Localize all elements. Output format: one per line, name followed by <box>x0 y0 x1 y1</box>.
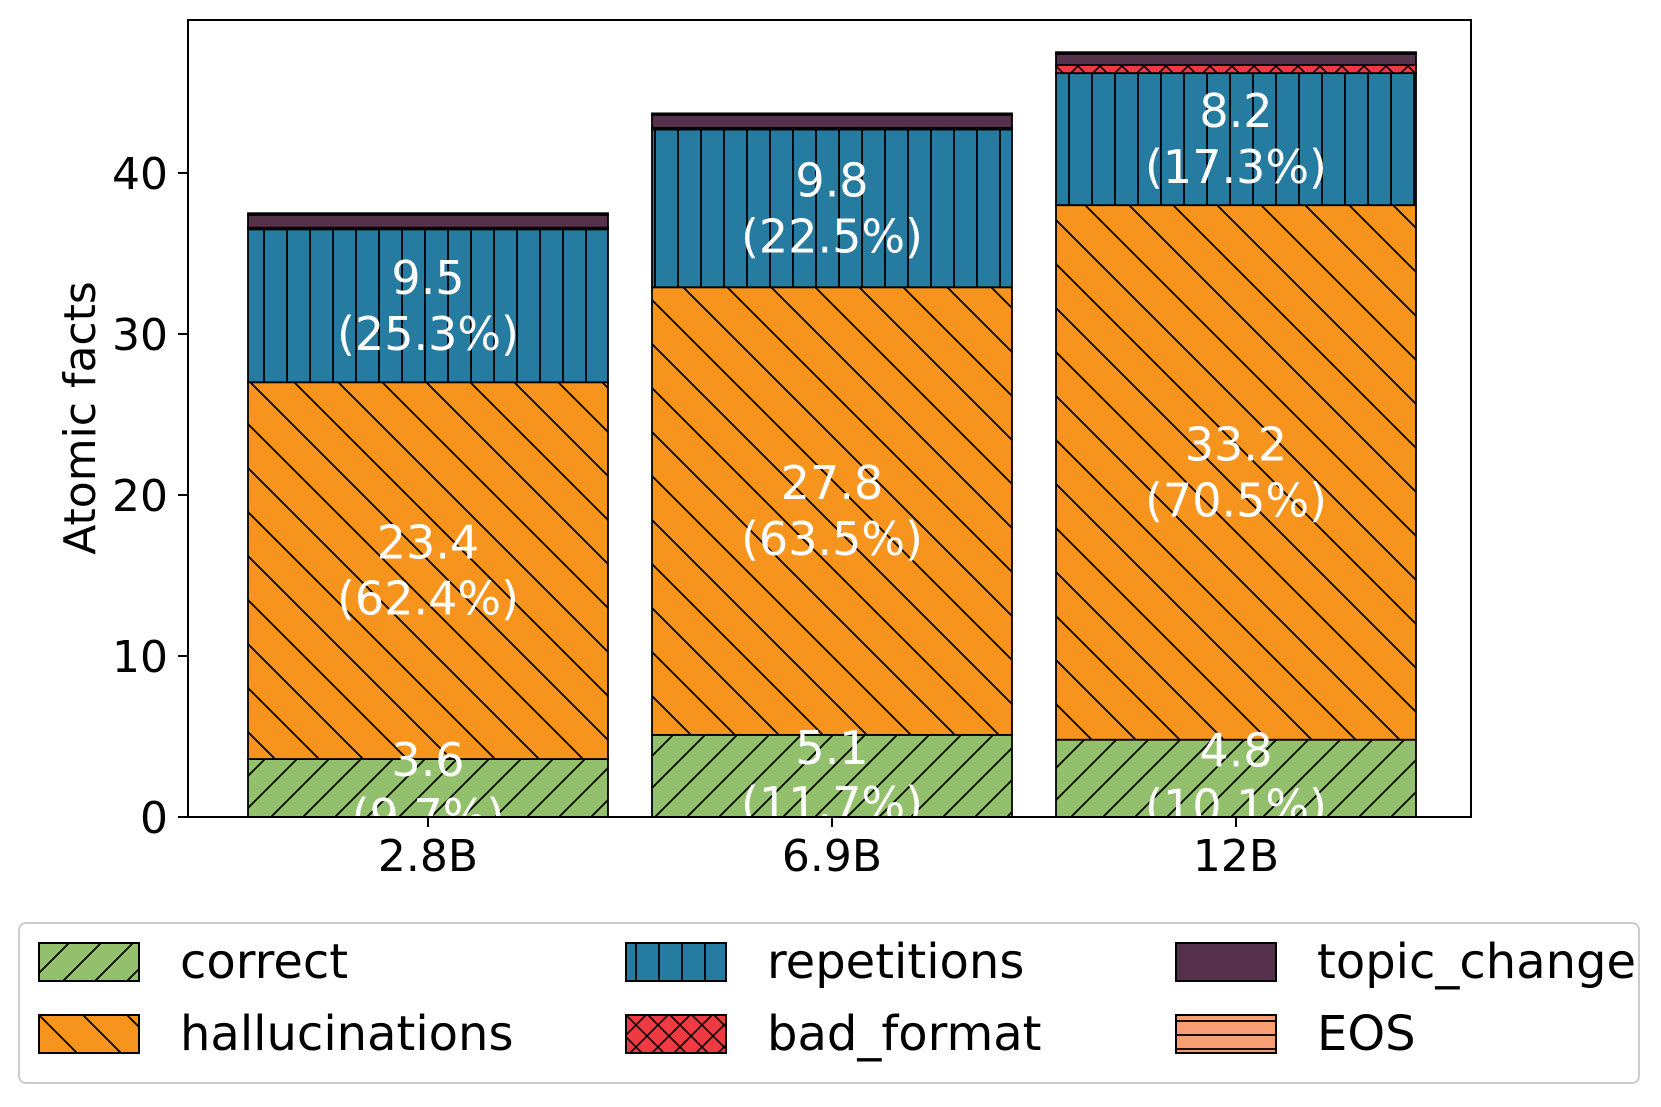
y-tick-label: 30 <box>112 310 168 361</box>
x-tick-label-2-8b: 2.8B <box>378 831 478 882</box>
bar-label-repetitions-12b: 8.2 (17.3%) <box>1145 84 1327 194</box>
bar-hatch-hallucinations-2-8b <box>248 382 608 760</box>
legend-item-eos: EOS <box>1175 1006 1416 1062</box>
bar-label-repetitions-6-9b: 9.8 (22.5%) <box>741 153 923 263</box>
bar-edge-eos-6-9b <box>651 112 1013 116</box>
bar-hatch-correct-2-8b <box>248 759 608 817</box>
bar-topic-change-2-8b <box>248 214 608 228</box>
legend-label-topic-change: topic_change <box>1317 934 1637 990</box>
legend-label-eos: EOS <box>1317 1006 1416 1062</box>
y-axis: 0 10 20 30 40 <box>112 149 188 844</box>
legend-swatch-eos <box>1175 1014 1277 1054</box>
x-axis: 2.8B 6.9B 12B <box>378 817 1279 882</box>
y-tick-label: 20 <box>112 471 168 522</box>
legend-item-correct: correct <box>38 934 348 990</box>
legend-label-bad-format: bad_format <box>767 1006 1042 1062</box>
bar-label-hallucinations-2-8b: 23.4 (62.4%) <box>337 516 519 626</box>
legend-item-repetitions: repetitions <box>625 934 1024 990</box>
bar-topic-change-12b <box>1056 53 1416 66</box>
bar-hatch-repetitions-2-8b <box>248 229 608 383</box>
legend-swatch-bad-format <box>625 1014 727 1054</box>
bar-value-labels: 3.6 (9.7%)23.4 (62.4%)9.5 (25.3%)5.1 (11.7%)… <box>337 84 1327 843</box>
y-axis-label: Atomic facts <box>55 281 106 555</box>
plot-frame <box>187 19 1472 818</box>
bar-hatch-hallucinations-12b <box>1056 205 1416 740</box>
bar-hatch-hallucinations-6-9b <box>652 287 1012 735</box>
y-tick-label: 10 <box>112 632 168 683</box>
x-tick-label-12b: 12B <box>1193 831 1279 882</box>
legend-swatch-correct <box>38 942 140 982</box>
bar-hatch-correct-6-9b <box>652 734 1012 817</box>
bar-hatch-repetitions-12b <box>1056 73 1416 206</box>
y-tick-label: 0 <box>140 793 168 844</box>
x-tick-label-6-9b: 6.9B <box>782 831 882 882</box>
y-tick-label: 40 <box>112 149 168 200</box>
bar-hatch-repetitions-6-9b <box>652 129 1012 288</box>
legend-label-correct: correct <box>180 934 349 990</box>
bar-hatch-bad-format-12b <box>1056 65 1416 74</box>
bar-label-hallucinations-6-9b: 27.8 (63.5%) <box>741 456 923 566</box>
legend-swatch-hallucinations <box>38 1014 140 1054</box>
legend-item-topic-change: topic_change <box>1175 934 1636 990</box>
legend-label-hallucinations: hallucinations <box>180 1006 514 1062</box>
bar-topic-change-6-9b <box>652 114 1012 128</box>
stacked-bar-chart: 3.6 (9.7%)23.4 (62.4%)9.5 (25.3%)5.1 (11.7%)… <box>55 19 1472 882</box>
bar-segments <box>247 51 1417 818</box>
bar-hatch-correct-12b <box>1056 739 1416 817</box>
legend-swatch-repetitions <box>625 942 727 982</box>
bar-label-hallucinations-12b: 33.2 (70.5%) <box>1145 417 1327 527</box>
legend-item-hallucinations: hallucinations <box>38 1006 513 1062</box>
legend-item-bad-format: bad_format <box>625 1006 1042 1062</box>
legend-label-repetitions: repetitions <box>767 934 1025 990</box>
legend-swatch-topic-change <box>1175 942 1277 982</box>
bar-label-repetitions-2-8b: 9.5 (25.3%) <box>337 251 519 361</box>
legend: correct hallucinations repetitions bad_form… <box>18 922 1640 1084</box>
bar-edge-eos-12b <box>1055 51 1417 55</box>
bar-edge-eos-2-8b <box>247 212 609 216</box>
